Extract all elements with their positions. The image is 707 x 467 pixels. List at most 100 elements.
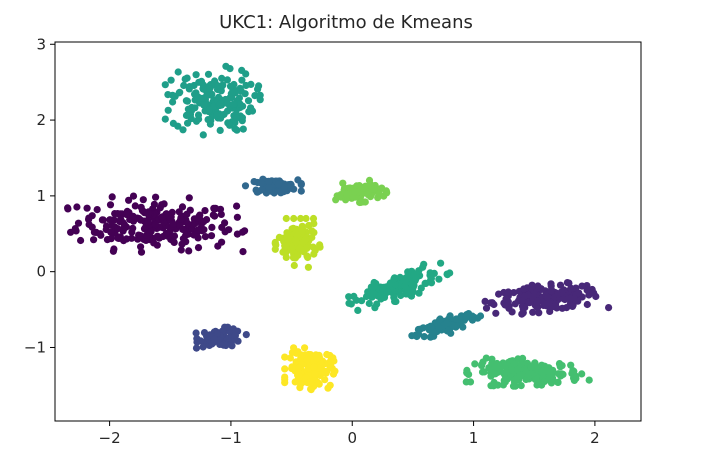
scatter-point [206, 120, 214, 128]
scatter-point [228, 342, 236, 350]
scatter-point [435, 275, 443, 283]
scatter-point [200, 218, 208, 226]
scatter-point [466, 378, 475, 386]
scatter-point [216, 100, 224, 108]
scatter-point [307, 386, 315, 394]
scatter-point [326, 364, 334, 372]
scatter-point [180, 81, 188, 90]
scatter-point [290, 214, 298, 223]
scatter-point [502, 295, 510, 303]
scatter-point [182, 97, 190, 105]
scatter-point [463, 369, 471, 377]
scatter-point [237, 87, 245, 95]
scatter-point [219, 81, 227, 89]
scatter-point [207, 232, 216, 240]
scatter-point [125, 196, 133, 204]
scatter-point [547, 379, 556, 387]
scatter-point [302, 214, 310, 223]
scatter-point [303, 356, 311, 364]
scatter-point [554, 290, 562, 299]
scatter-point [436, 315, 444, 323]
scatter-point [220, 110, 228, 118]
scatter-point [272, 241, 280, 249]
y-tick-label: 0 [36, 263, 46, 281]
scatter-point [108, 193, 116, 201]
scatter-point [238, 114, 246, 122]
scatter-point [390, 275, 398, 283]
scatter-point [408, 280, 416, 288]
scatter-point [535, 309, 543, 317]
scatter-point [198, 94, 206, 102]
cluster-10 [271, 214, 324, 271]
scatter-points [64, 62, 613, 394]
scatter-point [224, 100, 232, 108]
scatter-point [122, 210, 130, 219]
scatter-point [412, 274, 420, 282]
scatter-point [265, 177, 273, 185]
scatter-point [206, 85, 214, 93]
scatter-point [217, 210, 225, 218]
scatter-point [558, 304, 566, 312]
scatter-point [420, 333, 428, 341]
scatter-point [162, 229, 170, 237]
scatter-point [177, 215, 185, 223]
scatter-point [446, 312, 454, 320]
scatter-point [221, 228, 229, 236]
scatter-point [211, 335, 219, 343]
scatter-point [365, 176, 374, 184]
scatter-point [351, 188, 359, 196]
scatter-point [226, 94, 234, 102]
scatter-point [200, 226, 208, 234]
scatter-point [210, 204, 218, 212]
scatter-point [197, 337, 205, 345]
scatter-point [184, 119, 192, 127]
scatter-point [169, 119, 177, 127]
scatter-point [233, 202, 241, 210]
scatter-point [151, 220, 159, 229]
chart-title: UKC1: Algoritmo de Kmeans [219, 12, 473, 33]
scatter-point [119, 219, 127, 227]
scatter-point [161, 81, 169, 89]
scatter-point [547, 282, 555, 290]
scatter-point [528, 282, 536, 290]
scatter-point [210, 102, 218, 110]
scatter-point [294, 176, 302, 184]
scatter-point [109, 247, 117, 255]
scatter-point [414, 330, 423, 338]
scatter-point [533, 297, 542, 306]
scatter-point [231, 331, 239, 340]
scatter-point [368, 293, 376, 301]
scatter-point [167, 76, 175, 84]
scatter-point [131, 202, 139, 210]
scatter-point [590, 289, 598, 297]
scatter-point [324, 384, 332, 392]
scatter-point [247, 80, 255, 88]
scatter-point [364, 190, 372, 199]
scatter-point [258, 186, 266, 194]
scatter-point [256, 91, 264, 99]
scatter-point [417, 284, 425, 292]
scatter-point [568, 302, 577, 310]
scatter-point [352, 296, 360, 304]
scatter-point [541, 367, 550, 375]
scatter-point [179, 126, 187, 134]
scatter-point [293, 231, 301, 239]
scatter-point [569, 367, 577, 375]
scatter-point [213, 111, 221, 119]
scatter-point [77, 236, 85, 245]
scatter-point [150, 200, 158, 208]
scatter-point [208, 223, 216, 231]
scatter-point [226, 121, 234, 129]
scatter-point [218, 74, 226, 82]
scatter-point [345, 299, 353, 307]
cluster-2 [481, 279, 613, 318]
scatter-point [567, 361, 575, 369]
scatter-point [93, 206, 101, 214]
scatter-point [248, 107, 257, 115]
scatter-point [321, 368, 329, 376]
scatter-point [214, 242, 222, 250]
x-tick-label: −2 [99, 429, 121, 447]
cluster-8 [462, 354, 593, 390]
scatter-point [566, 294, 574, 303]
